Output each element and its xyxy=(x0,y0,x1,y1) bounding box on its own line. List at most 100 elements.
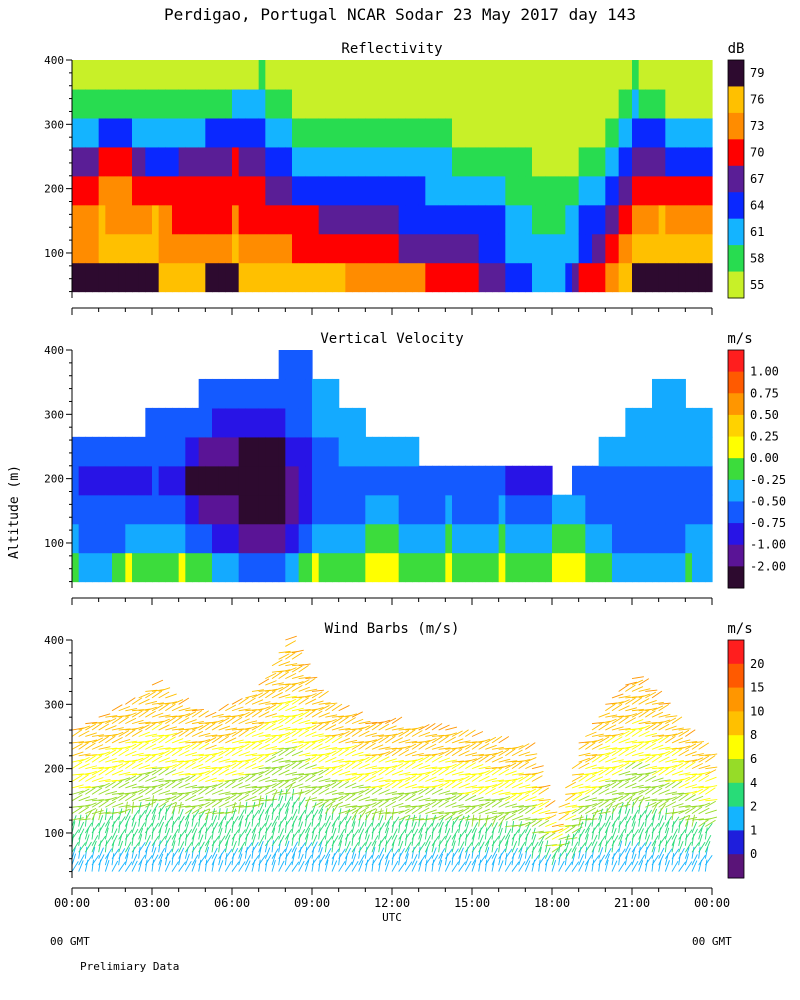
heat-cell xyxy=(458,523,466,554)
wind-barb xyxy=(625,697,636,705)
heat-cell xyxy=(572,262,580,293)
wind-barb xyxy=(285,635,297,641)
heat-cell xyxy=(458,552,466,583)
colorbar-swatch xyxy=(728,663,744,689)
heat-cell xyxy=(285,350,293,380)
colorbar-label: 20 xyxy=(750,657,764,671)
heat-cell xyxy=(238,117,246,148)
wind-barb xyxy=(391,828,398,840)
wind-barb xyxy=(458,805,471,808)
heat-cell xyxy=(425,60,433,90)
heat-cell xyxy=(485,204,493,235)
wind-barb xyxy=(351,784,364,789)
wind-barb xyxy=(111,792,124,795)
wind-barb xyxy=(171,803,184,808)
heat-cell xyxy=(498,262,506,293)
wind-barb xyxy=(185,741,198,744)
wind-barb xyxy=(291,853,296,866)
wind-barb xyxy=(85,723,96,731)
heat-cell xyxy=(485,88,493,119)
heat-cell xyxy=(672,407,680,438)
wind-barb xyxy=(258,795,262,808)
wind-barb xyxy=(604,859,609,872)
heat-cell xyxy=(452,552,460,583)
wind-barb xyxy=(231,816,239,827)
heat-cell xyxy=(598,60,606,90)
wind-barb xyxy=(351,821,356,834)
wind-barb xyxy=(358,821,365,834)
wind-barb xyxy=(698,819,709,827)
wind-barb xyxy=(238,751,251,757)
wind-barb xyxy=(631,719,644,725)
wind-barb xyxy=(618,781,630,789)
wind-barb xyxy=(184,842,193,853)
heat-cell xyxy=(418,60,426,90)
heat-cell xyxy=(472,262,480,293)
heat-cell xyxy=(698,407,706,438)
heat-cell xyxy=(332,436,340,467)
heat-cell xyxy=(652,436,660,467)
wind-barb xyxy=(438,797,451,802)
heat-cell xyxy=(365,146,373,177)
wind-barb xyxy=(324,835,333,847)
heat-cell xyxy=(618,465,626,496)
heat-cell xyxy=(625,436,633,467)
wind-barb xyxy=(118,716,129,724)
wind-barb xyxy=(131,860,138,872)
heat-cell xyxy=(398,88,406,119)
wind-barb xyxy=(205,787,216,795)
heat-cell xyxy=(492,262,500,293)
wind-barb xyxy=(291,744,304,750)
heat-cell xyxy=(192,175,200,206)
wind-barb xyxy=(325,766,338,770)
wind-barb xyxy=(85,775,97,782)
wind-barb xyxy=(151,788,163,795)
heat-cell xyxy=(505,117,513,148)
wind-barb xyxy=(365,723,376,731)
wind-barb xyxy=(185,752,197,757)
heat-cell xyxy=(312,494,320,525)
heat-cell xyxy=(598,523,606,554)
heat-cell xyxy=(672,117,680,148)
heat-cell xyxy=(372,88,380,119)
wind-barb xyxy=(685,816,698,821)
heat-cell xyxy=(558,146,566,177)
heat-cell xyxy=(378,88,386,119)
heat-cell xyxy=(665,436,673,467)
wind-barb xyxy=(658,782,670,789)
wind-barb xyxy=(471,742,483,750)
wind-barb xyxy=(451,771,464,776)
wind-barb xyxy=(678,782,690,789)
heat-cell xyxy=(112,88,120,119)
heat-cell xyxy=(285,204,293,235)
wind-barb xyxy=(385,758,397,763)
wind-barb xyxy=(131,785,144,789)
heat-cell xyxy=(178,88,186,119)
wind-barb xyxy=(98,815,104,827)
heat-cell xyxy=(185,465,193,496)
heat-cell xyxy=(565,146,573,177)
heat-cell xyxy=(72,523,80,554)
wind-barb xyxy=(158,768,169,776)
heat-cell xyxy=(232,494,240,525)
wind-barb xyxy=(391,821,395,834)
heat-cell xyxy=(472,117,480,148)
heat-cell xyxy=(265,436,273,467)
wind-barb xyxy=(351,774,363,782)
wind-barb xyxy=(378,827,381,840)
wind-barb xyxy=(91,737,104,744)
wind-barb xyxy=(245,725,257,731)
wind-barb xyxy=(324,853,331,866)
colorbar-swatch xyxy=(728,436,744,459)
heat-cell xyxy=(132,465,140,496)
heat-cell xyxy=(625,117,633,148)
heat-cell xyxy=(652,494,660,525)
wind-barb xyxy=(511,847,518,859)
wind-barb xyxy=(431,734,444,737)
heat-cell xyxy=(685,436,693,467)
wind-barb xyxy=(278,803,286,814)
wind-barb xyxy=(418,841,426,853)
heat-cell xyxy=(372,262,380,293)
x-tick-label: 06:00 xyxy=(214,896,250,910)
heat-cell xyxy=(352,233,360,264)
